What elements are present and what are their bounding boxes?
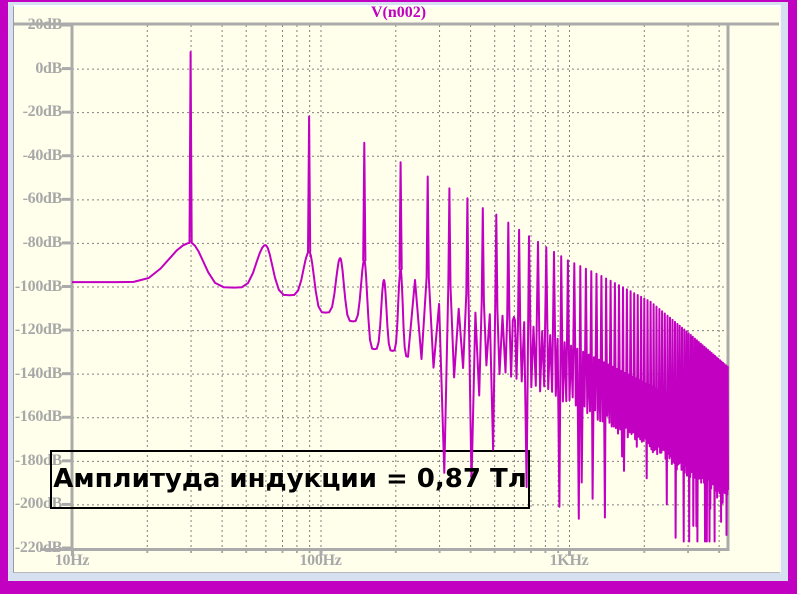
y-axis-label[interactable]: -40dB	[22, 146, 63, 164]
y-axis-label[interactable]: -80dB	[22, 233, 63, 251]
y-axis-label[interactable]: -60dB	[22, 190, 63, 208]
y-axis-label[interactable]: -220dB	[14, 539, 62, 556]
y-axis-label[interactable]: -120dB	[14, 321, 62, 339]
annotation-box[interactable]	[50, 450, 530, 509]
trace-name-label[interactable]: V(n002)	[370, 4, 427, 21]
y-axis-label[interactable]: -140dB	[14, 364, 62, 382]
spectrum-trace	[72, 51, 729, 543]
annotation-text: Амплитуда индукции = 0,87 Тл	[53, 464, 527, 494]
plot-pane	[13, 5, 781, 573]
x-axis-label[interactable]: 1KHz	[549, 552, 589, 569]
x-axis-label[interactable]: 100Hz	[299, 552, 342, 569]
y-axis-label[interactable]: -100dB	[14, 277, 62, 295]
y-axis-label[interactable]: 0dB	[35, 59, 62, 77]
y-axis-label[interactable]: -160dB	[14, 408, 62, 426]
y-axis-label[interactable]: -20dB	[22, 103, 63, 121]
plot-frame	[70, 22, 730, 551]
x-axis-label[interactable]: 10Hz	[54, 552, 90, 569]
